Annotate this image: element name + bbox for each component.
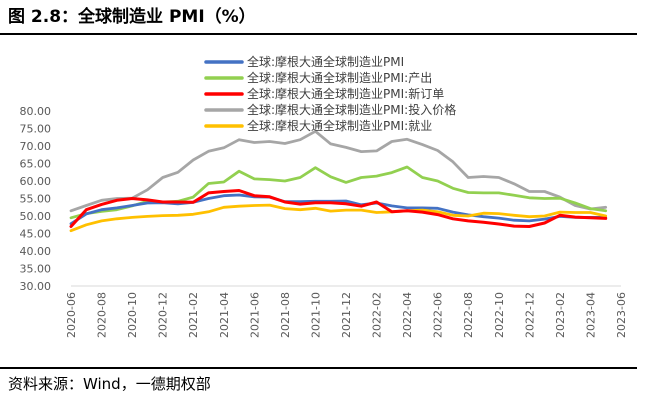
legend-label: 全球:摩根大通全球制造业PMI:就业: [247, 118, 432, 133]
x-tick-label: 2021-08: [279, 292, 292, 338]
legend-label: 全球:摩根大通全球制造业PMI:新订单: [247, 86, 444, 101]
y-tick-label: 45.00: [20, 228, 52, 241]
x-tick-label: 2023-02: [554, 292, 567, 338]
x-tick-label: 2022-02: [371, 292, 384, 338]
axes: 30.00 35.00 40.00 45.00 50.00 55.00 60.00 65.00…: [20, 105, 629, 338]
y-tick-label: 80.00: [20, 105, 52, 118]
x-tick-label: 2020-08: [96, 292, 109, 338]
x-tick-label: 2023-04: [584, 292, 597, 338]
y-tick-label: 35.00: [20, 263, 52, 276]
x-tick-label: 2022-04: [401, 292, 414, 338]
x-tick-label: 2021-02: [187, 292, 200, 338]
x-tick-label: 2020-06: [65, 292, 78, 338]
y-tick-label: 70.00: [20, 140, 52, 153]
legend-label: 全球:摩根大通全球制造业PMI:投入价格: [247, 102, 456, 117]
source-note: 资料来源：Wind，一德期权部: [8, 375, 211, 393]
x-tick-label: 2023-06: [615, 292, 628, 338]
y-tick-label: 50.00: [20, 210, 52, 223]
y-tick-label: 30.00: [20, 280, 52, 293]
x-tick-label: 2020-12: [157, 292, 170, 338]
y-tick-label: 40.00: [20, 245, 52, 258]
legend-label: 全球:摩根大通全球制造业PMI:产出: [247, 70, 432, 85]
x-tick-label: 2021-10: [309, 292, 322, 338]
x-tick-label: 2020-10: [126, 292, 139, 338]
legend: 全球:摩根大通全球制造业PMI全球:摩根大通全球制造业PMI:产出全球:摩根大通…: [204, 54, 456, 133]
bottom-rule: [0, 367, 637, 369]
top-rule: [0, 33, 637, 35]
y-tick-label: 65.00: [20, 158, 52, 171]
series-line-employment: [69, 203, 608, 233]
line-chart: 30.00 35.00 40.00 45.00 50.00 55.00 60.00 65.00…: [20, 54, 629, 338]
y-tick-label: 60.00: [20, 175, 52, 188]
x-tick-label: 2022-12: [523, 292, 536, 338]
y-tick-label: 75.00: [20, 123, 52, 136]
series-line-new_orders: [69, 189, 608, 228]
series-lines: [69, 129, 608, 233]
legend-label: 全球:摩根大通全球制造业PMI: [247, 54, 404, 69]
figure-title: 图 2.8：全球制造业 PMI（%）: [8, 7, 256, 27]
series-line-input_prices: [69, 129, 608, 213]
y-tick-label: 55.00: [20, 193, 52, 206]
x-tick-label: 2021-06: [248, 292, 261, 338]
x-tick-label: 2021-12: [340, 292, 353, 338]
x-tick-label: 2021-04: [218, 292, 231, 338]
x-tick-label: 2022-10: [493, 292, 506, 338]
x-tick-label: 2022-08: [462, 292, 475, 338]
x-tick-label: 2022-06: [432, 292, 445, 338]
